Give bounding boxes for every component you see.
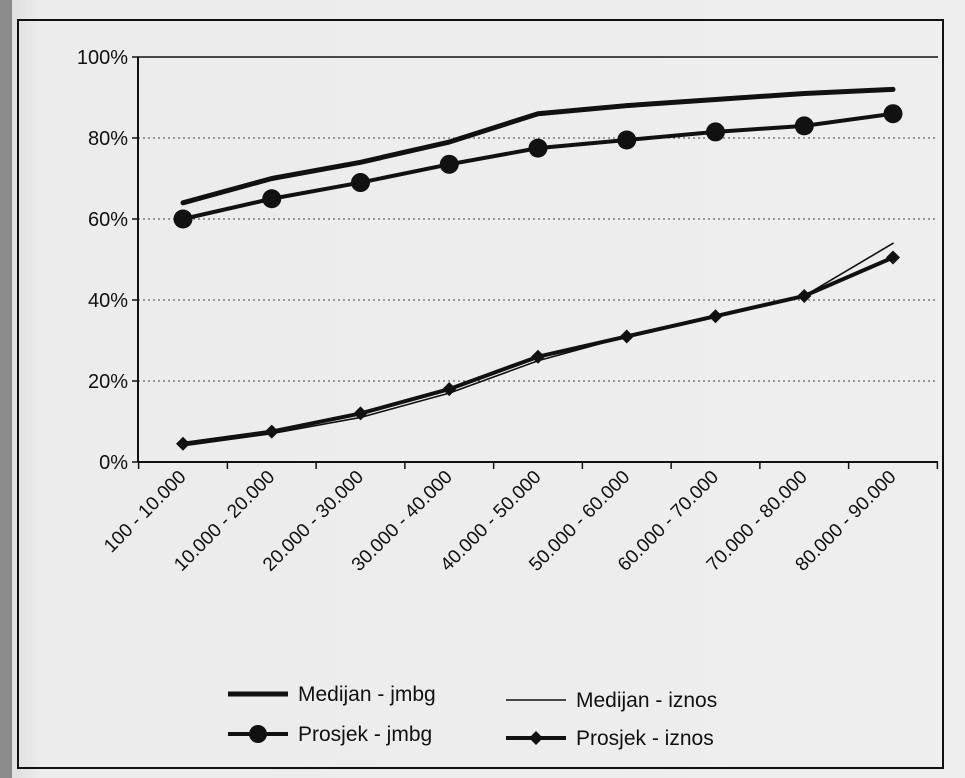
data-point-prosjek-jmbg bbox=[351, 173, 370, 193]
data-point-prosjek-iznos bbox=[264, 424, 279, 439]
data-point-prosjek-jmbg bbox=[617, 130, 637, 150]
data-point-prosjek-iznos bbox=[176, 436, 190, 451]
legend-label-prosjek-iznos: Prosjek - iznos bbox=[576, 727, 714, 750]
legend-label-medijan-jmbg: Medijan - jmbg bbox=[298, 683, 436, 706]
scan-edge bbox=[0, 0, 12, 778]
legend-marker-prosjek-iznos bbox=[529, 731, 543, 745]
series-line-prosjek-jmbg bbox=[181, 111, 895, 221]
data-point-prosjek-jmbg bbox=[173, 209, 193, 229]
data-point-prosjek-iznos bbox=[531, 349, 545, 364]
data-point-prosjek-jmbg bbox=[706, 122, 725, 142]
data-point-prosjek-iznos bbox=[797, 288, 812, 303]
series-line-medijan-iznos bbox=[182, 242, 894, 447]
y-tick-label: 40% bbox=[88, 290, 128, 312]
legend: Medijan - jmbg Prosjek - jmbg Medijan - iz… bbox=[228, 683, 717, 750]
data-point-prosjek-jmbg bbox=[262, 189, 282, 209]
legend-label-prosjek-jmbg: Prosjek - jmbg bbox=[298, 723, 432, 746]
data-point-prosjek-iznos bbox=[442, 382, 457, 397]
data-point-prosjek-jmbg bbox=[883, 104, 903, 124]
data-point-prosjek-iznos bbox=[353, 406, 368, 421]
data-point-prosjek-iznos bbox=[886, 250, 900, 265]
legend-label-medijan-iznos: Medijan - iznos bbox=[576, 689, 717, 712]
grid-layer bbox=[138, 137, 938, 382]
y-tick-label: 60% bbox=[88, 209, 128, 231]
data-point-prosjek-jmbg bbox=[528, 138, 548, 158]
y-tick-label: 80% bbox=[88, 128, 128, 150]
chart-frame bbox=[17, 19, 944, 769]
series-layer bbox=[173, 86, 903, 451]
data-point-prosjek-jmbg bbox=[439, 154, 459, 174]
data-point-prosjek-iznos bbox=[708, 309, 723, 324]
series-line-medijan-jmbg bbox=[180, 86, 896, 206]
y-tick-label: 100% bbox=[77, 47, 128, 69]
data-point-prosjek-jmbg bbox=[794, 116, 814, 136]
y-tick-label: 0% bbox=[99, 452, 128, 474]
legend-marker-prosjek-jmbg bbox=[249, 725, 267, 743]
y-tick-label: 20% bbox=[88, 371, 128, 393]
data-point-prosjek-iznos bbox=[619, 329, 634, 344]
x-category-label: 100 - 10.000 bbox=[100, 467, 190, 557]
